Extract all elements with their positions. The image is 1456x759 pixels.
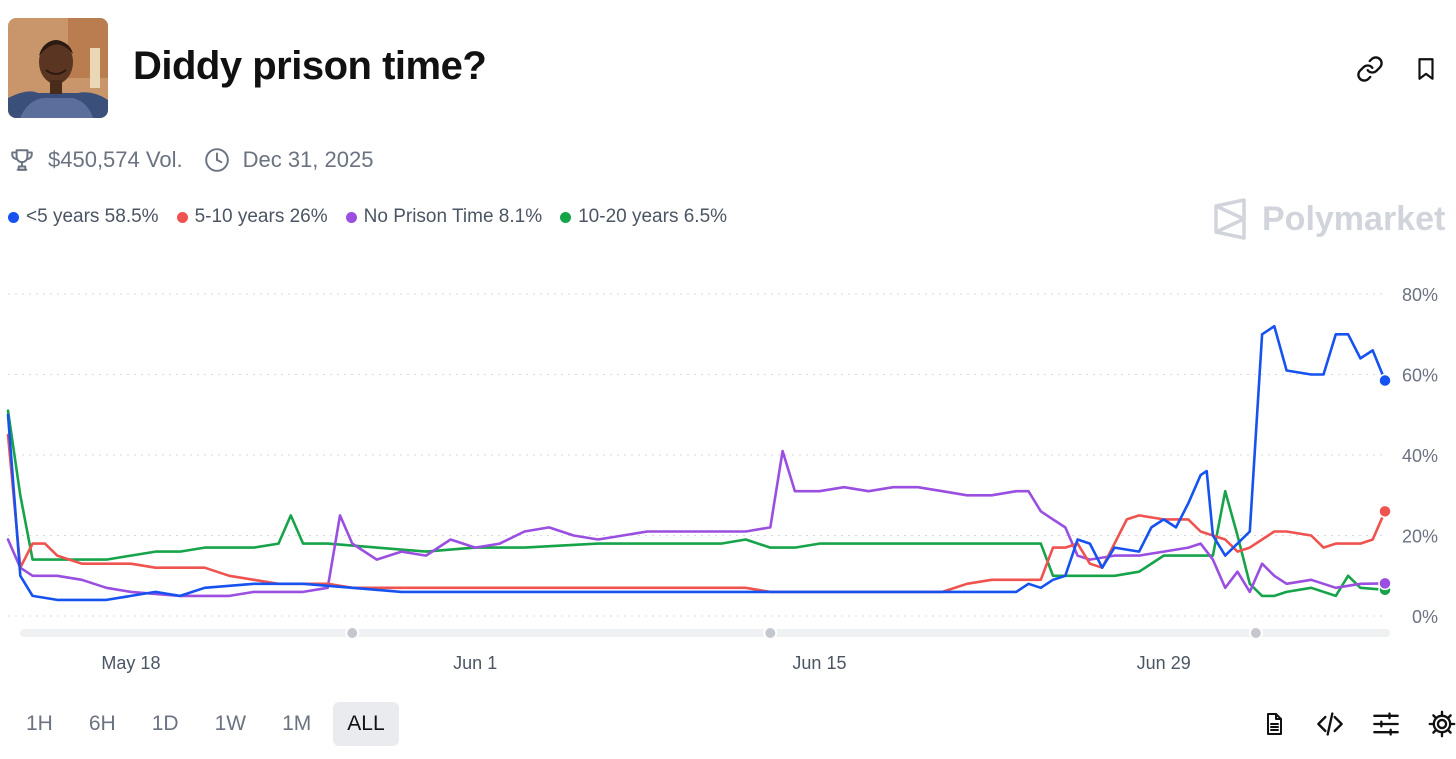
scrubber-handle [1248,626,1263,640]
sliders-icon [1373,712,1399,736]
legend-label: 5-10 years 26% [194,206,328,227]
x-tick-label: Jun 29 [1137,653,1191,673]
embed-code-icon [1317,712,1343,736]
series-end-point [1378,504,1392,519]
y-tick-label: 80% [1402,285,1438,305]
clock-icon [203,146,231,174]
legend-label: <5 years 58.5% [26,206,159,227]
bookmark-button[interactable] [1411,54,1441,84]
x-tick-label: Jun 15 [792,653,846,673]
range-button-1d[interactable]: 1D [151,712,179,735]
legend-dot [345,211,357,223]
legend-dot [560,211,572,223]
series-line [6,449,1387,598]
rules-button[interactable] [1260,706,1288,742]
market-title: Diddy prison time? [133,44,487,88]
gear-icon [1428,710,1456,738]
legend-label: 10-20 years 6.5% [578,206,728,227]
bookmark-icon [1418,58,1434,80]
legend-item: No Prison Time 8.1% [345,206,543,228]
scrubber-handle [763,626,778,640]
range-button-1m[interactable]: 1M [282,712,312,735]
y-tick-label: 0% [1412,607,1438,627]
embed-button[interactable] [1316,706,1344,742]
legend-label: No Prison Time 8.1% [363,206,543,227]
range-button-1h[interactable]: 1H [26,712,53,735]
series-end-point [1378,373,1392,388]
legend-dot [8,211,19,223]
y-tick-label: 40% [1402,446,1438,466]
polymarket-watermark: Polymarket [1212,198,1445,240]
document-icon [1267,713,1282,735]
x-tick-label: Jun 1 [453,653,497,673]
chart-legend: <5 years 58.5% 5-10 years 26% No Prison … [8,206,745,228]
series-end-point [1378,576,1392,591]
market-image [8,18,108,118]
range-scrubber-track [20,629,1390,637]
series-line [6,324,1387,602]
legend-item: 10-20 years 6.5% [560,206,727,228]
volume-text: $450,574 Vol. [48,147,183,172]
series-line [6,409,1387,598]
y-tick-label: 20% [1402,527,1438,547]
link-icon [1357,56,1383,82]
market-meta: $450,574 Vol. Dec 31, 2025 [8,144,373,176]
end-date-text: Dec 31, 2025 [242,147,374,172]
range-button-all[interactable]: ALL [333,702,399,746]
brand-name: Polymarket [1262,199,1446,238]
polymarket-logo-icon [1214,198,1246,240]
price-history-chart[interactable]: 0% 20% 40% 60% 80% May 18 Jun 1 Jun 15 Jun 29 [0,270,1456,680]
legend-item: 5-10 years 26% [176,206,328,228]
chart-settings-sliders-button[interactable] [1372,706,1400,742]
legend-dot [176,211,188,223]
chart-toolbar [1232,706,1456,742]
time-range-selector: 1H 6H 1D 1W 1M ALL [12,702,407,746]
x-tick-label: May 18 [101,653,160,673]
settings-button[interactable] [1428,706,1456,742]
series-line [6,433,1387,594]
scrubber-handle [345,626,360,640]
market-header: Diddy prison time? [8,18,1448,120]
range-button-1w[interactable]: 1W [214,712,247,735]
trophy-icon [8,146,36,174]
legend-item: <5 years 58.5% [8,206,159,228]
y-tick-label: 60% [1402,366,1438,386]
range-button-6h[interactable]: 6H [88,712,116,735]
copy-link-button[interactable] [1355,54,1385,84]
